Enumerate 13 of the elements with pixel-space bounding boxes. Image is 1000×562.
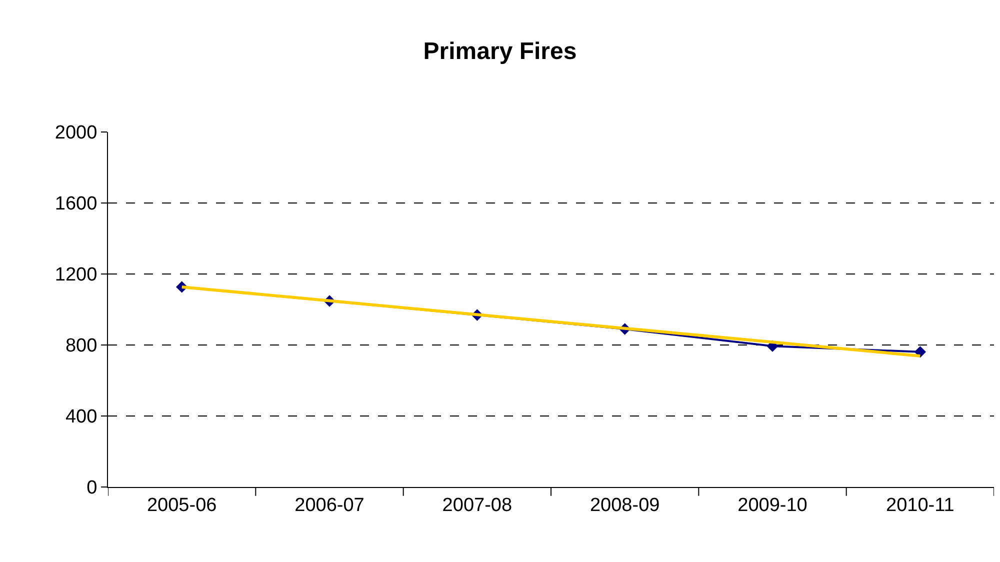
y-tick-label: 0 xyxy=(86,478,98,499)
x-tick-label: 2010-11 xyxy=(886,494,954,516)
chart-title: Primary Fires xyxy=(423,38,577,65)
y-tick-label: 400 xyxy=(65,406,98,428)
y-tick-label: 800 xyxy=(65,336,98,357)
y-tick-label: 1200 xyxy=(54,264,98,286)
y-tick-label: 1600 xyxy=(54,194,98,215)
x-tick-label: 2008-09 xyxy=(590,494,660,516)
x-tick-label: 2009-10 xyxy=(738,494,808,516)
x-tick-label: 2005-06 xyxy=(146,494,217,516)
y-tick-label: 2000 xyxy=(54,122,98,144)
x-tick-label: 2007-08 xyxy=(442,494,512,516)
x-tick-label: 2006-07 xyxy=(294,494,364,516)
